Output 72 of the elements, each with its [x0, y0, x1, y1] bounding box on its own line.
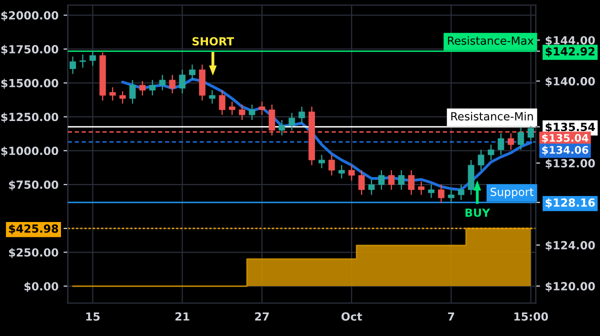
x-tick-label: 21 [175, 312, 190, 321]
ref-line-label: $134.06 [542, 146, 588, 156]
candlestick [159, 74, 166, 91]
candlestick [70, 56, 76, 74]
candlestick [139, 80, 146, 96]
candlestick [119, 90, 126, 104]
candlestick [438, 184, 444, 204]
y2-tick-label: $135.54 [546, 122, 595, 133]
candlestick [358, 170, 365, 196]
y2-tick-label: $120.00 [546, 282, 595, 292]
candlestick [528, 124, 534, 142]
y-tick-label: $750.00 [9, 180, 58, 190]
candlestick [348, 164, 355, 182]
candlestick [258, 101, 266, 116]
ref-line-label: Resistance-Max [448, 36, 534, 45]
candlestick [518, 126, 524, 150]
x-tick-label: 27 [255, 312, 269, 321]
candlestick [508, 132, 514, 150]
y-tick-label: $1000.00 [1, 146, 58, 157]
candlestick [448, 189, 454, 204]
candlestick [298, 106, 305, 124]
candlestick [328, 154, 335, 176]
candlestick [189, 64, 196, 81]
y2-tick-label: $132.00 [546, 158, 595, 169]
candlestick [179, 69, 186, 94]
candlestick [428, 184, 434, 198]
ref-line-label: $135.04 [542, 134, 588, 144]
y-tick-label: $1500.00 [1, 78, 58, 89]
ref-line-label: Support [490, 188, 534, 198]
candlestick [208, 90, 216, 104]
candlestick [169, 74, 176, 94]
candlestick [368, 178, 375, 196]
x-tick-label: 7 [448, 312, 454, 321]
x-tick-label: 15 [86, 312, 100, 321]
annotation: BUY [466, 208, 490, 217]
candlestick [278, 119, 286, 136]
annotation: SHORT [192, 37, 234, 46]
x-tick-label: Oct [341, 312, 362, 321]
candlestick [248, 104, 256, 121]
y-tick-label: $2000.00 [1, 10, 58, 22]
candlestick [318, 154, 325, 169]
candlestick [338, 164, 345, 180]
candlestick [398, 170, 405, 190]
y2-tick-label: $144.00 [546, 36, 595, 46]
y-tick-label: $1750.00 [1, 44, 58, 55]
y-tick-label: $1250.00 [1, 112, 58, 123]
y2-tick-label: $142.92 [546, 46, 594, 58]
candlestick [80, 54, 86, 68]
candlestick [238, 104, 246, 121]
candlestick [218, 90, 226, 116]
ref-line-label: Resistance-Min [451, 112, 533, 120]
y-tick-label: $0.00 [24, 282, 58, 292]
y2-tick-label: $124.00 [546, 240, 595, 251]
candlestick [228, 101, 236, 116]
candlestick [109, 86, 116, 102]
candlestick [418, 180, 424, 196]
y2-tick-label: $140.00 [546, 76, 595, 87]
candlestick [378, 170, 385, 190]
candlestick [488, 144, 494, 161]
candlestick [129, 80, 136, 104]
candlestick [388, 170, 395, 190]
y2-tick-label: $128.16 [546, 198, 595, 208]
candlestick [458, 184, 464, 201]
candlestick [288, 112, 296, 131]
y-tick-label: $250.00 [9, 248, 58, 258]
candlestick [408, 170, 415, 196]
candlestick [498, 132, 504, 156]
candlestick [149, 80, 156, 96]
x-tick-label: 15:00 [514, 312, 548, 321]
candlestick [89, 50, 96, 66]
candlestick [478, 149, 484, 171]
y-tick-label: $425.98 [9, 224, 58, 234]
